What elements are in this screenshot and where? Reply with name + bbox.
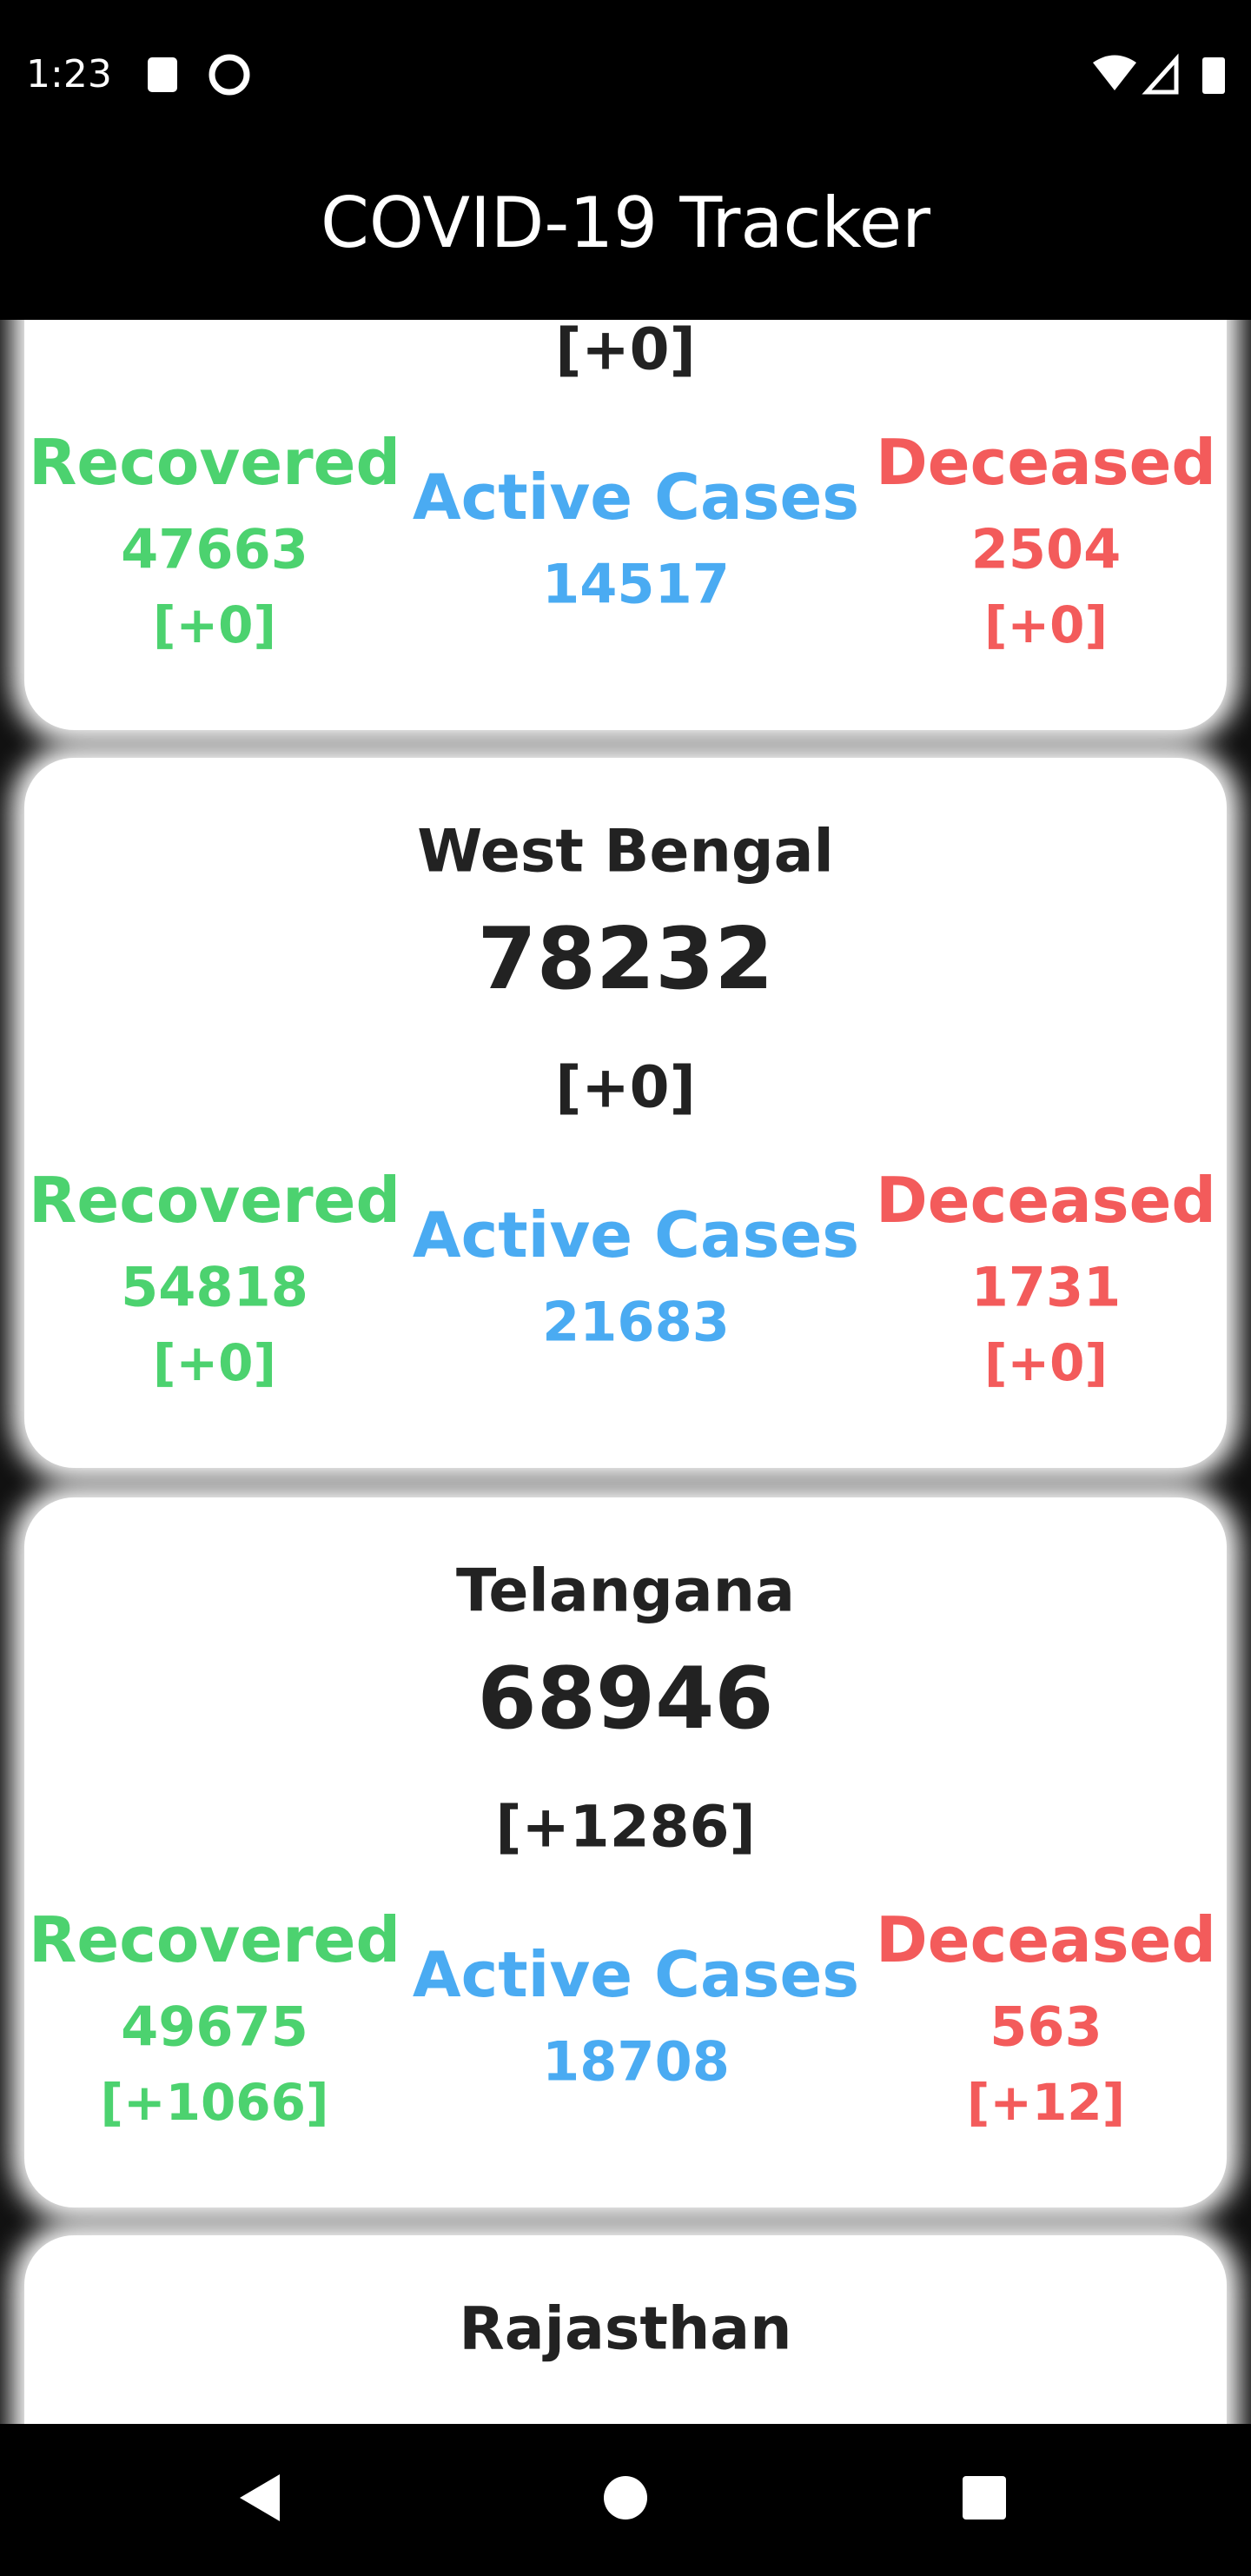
active-label: Active Cases (412, 1938, 860, 2011)
active: 21683 (542, 1290, 730, 1354)
deceased-delta: [+0] (984, 1333, 1108, 1392)
app-bar (0, 148, 1251, 320)
state-list: [+0] Recovered 47663 [+0] Active Cases 14517 D… (0, 320, 1251, 2424)
confirmed-delta: [+0] (555, 320, 696, 383)
confirmed-delta: [+0] (555, 1053, 696, 1121)
recovered-label: Recovered (28, 426, 401, 499)
navigation-bar (0, 2424, 1251, 2573)
app-title: COVID-19 Tracker (320, 183, 931, 263)
deceased-label: Deceased (876, 1903, 1216, 1976)
active-label: Active Cases (412, 1198, 860, 1271)
active-label: Active Cases (412, 461, 860, 534)
clock: 1:23 (26, 52, 112, 96)
confirmed: 68946 (477, 1650, 774, 1749)
confirmed-delta: [+1286] (495, 1793, 756, 1861)
deceased: 1731 (970, 1255, 1122, 1319)
deceased: 563 (990, 1995, 1102, 2059)
recovered-delta: [+0] (153, 1333, 276, 1392)
back-button[interactable] (240, 2474, 280, 2521)
state-card[interactable]: Rajasthan (24, 2235, 1227, 2424)
recents-button[interactable] (963, 2476, 1006, 2520)
state: Telangana (456, 1557, 795, 1626)
recovered-label: Recovered (28, 1903, 401, 1976)
state-card[interactable]: West Bengal 78232 [+0] Recovered 54818 [+0] Ac… (24, 758, 1227, 1468)
status-icons (148, 53, 1225, 96)
deceased-delta: [+0] (984, 595, 1108, 654)
recovered-label: Recovered (28, 1164, 401, 1237)
recovered: 54818 (121, 1255, 308, 1319)
recovered-delta: [+0] (153, 595, 276, 654)
deceased-delta: [+12] (966, 2073, 1126, 2132)
state-card[interactable]: [+0] Recovered 47663 [+0] Active Cases 14517 D… (24, 320, 1227, 730)
recovered: 49675 (121, 1995, 308, 2059)
deceased-label: Deceased (876, 1164, 1216, 1237)
home-button[interactable] (604, 2476, 647, 2520)
active: 18708 (542, 2029, 730, 2094)
confirmed: 78232 (477, 910, 774, 1009)
active: 14517 (542, 552, 730, 616)
recovered: 47663 (121, 517, 308, 581)
state: Rajasthan (459, 2294, 792, 2364)
state-card[interactable]: Telangana 68946 [+1286] Recovered 49675 [+106… (24, 1497, 1227, 2208)
deceased: 2504 (970, 517, 1122, 581)
status-bar: 1:23 (0, 0, 1251, 148)
recovered-delta: [+1066] (100, 2073, 329, 2132)
state: West Bengal (417, 817, 834, 886)
deceased-label: Deceased (876, 426, 1216, 499)
nav-buttons (240, 2474, 1006, 2521)
